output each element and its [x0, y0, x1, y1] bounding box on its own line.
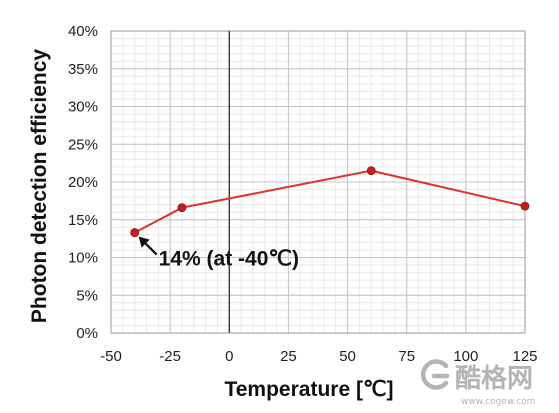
y-axis-label: Photon detection efficiency — [28, 49, 51, 324]
g-logo-icon — [420, 359, 450, 390]
x-tick-label: 125 — [512, 348, 537, 365]
annotation-arrow — [142, 240, 158, 256]
data-point — [520, 201, 530, 211]
y-tick-label: 25% — [68, 136, 98, 153]
y-tick-label: 15% — [68, 212, 98, 229]
y-tick-label: 40% — [68, 23, 98, 40]
x-tick-label: -50 — [100, 348, 122, 365]
plot-area — [110, 30, 526, 334]
y-tick-label: 30% — [68, 99, 98, 116]
x-tick-label: 25 — [280, 348, 297, 365]
x-tick-label: -25 — [159, 348, 181, 365]
annotation-arrowhead — [138, 236, 150, 248]
x-tick-label: 100 — [453, 348, 478, 365]
watermark-url: www.cogew.com — [461, 397, 535, 407]
data-points — [130, 166, 530, 237]
y-tick-label: 5% — [76, 287, 98, 304]
watermark: 酷格网 www.cogew.com — [420, 359, 535, 407]
y-tick-label: 10% — [68, 250, 98, 267]
x-axis-label: Temperature [℃] — [224, 378, 393, 401]
data-point — [130, 228, 140, 237]
series-lines — [134, 169, 526, 234]
annotation-label: 14% (at -40℃) — [159, 248, 299, 271]
watermark-text: 酷格网 — [455, 363, 533, 394]
series-line — [134, 169, 526, 234]
x-tick-label: 0 — [225, 348, 233, 365]
y-tick-label: 20% — [68, 174, 98, 191]
y-tick-labels: 0% 5% 10% 15% 20% 25% 30% 35% 40% — [68, 23, 98, 342]
x-tick-label: 50 — [339, 348, 356, 365]
x-tick-labels: -50 -25 0 25 50 75 100 125 — [100, 348, 537, 365]
data-point — [177, 203, 187, 213]
y-tick-label: 35% — [68, 61, 98, 78]
data-point — [366, 166, 376, 176]
y-tick-label: 0% — [76, 325, 98, 342]
x-tick-label: 75 — [398, 348, 415, 365]
